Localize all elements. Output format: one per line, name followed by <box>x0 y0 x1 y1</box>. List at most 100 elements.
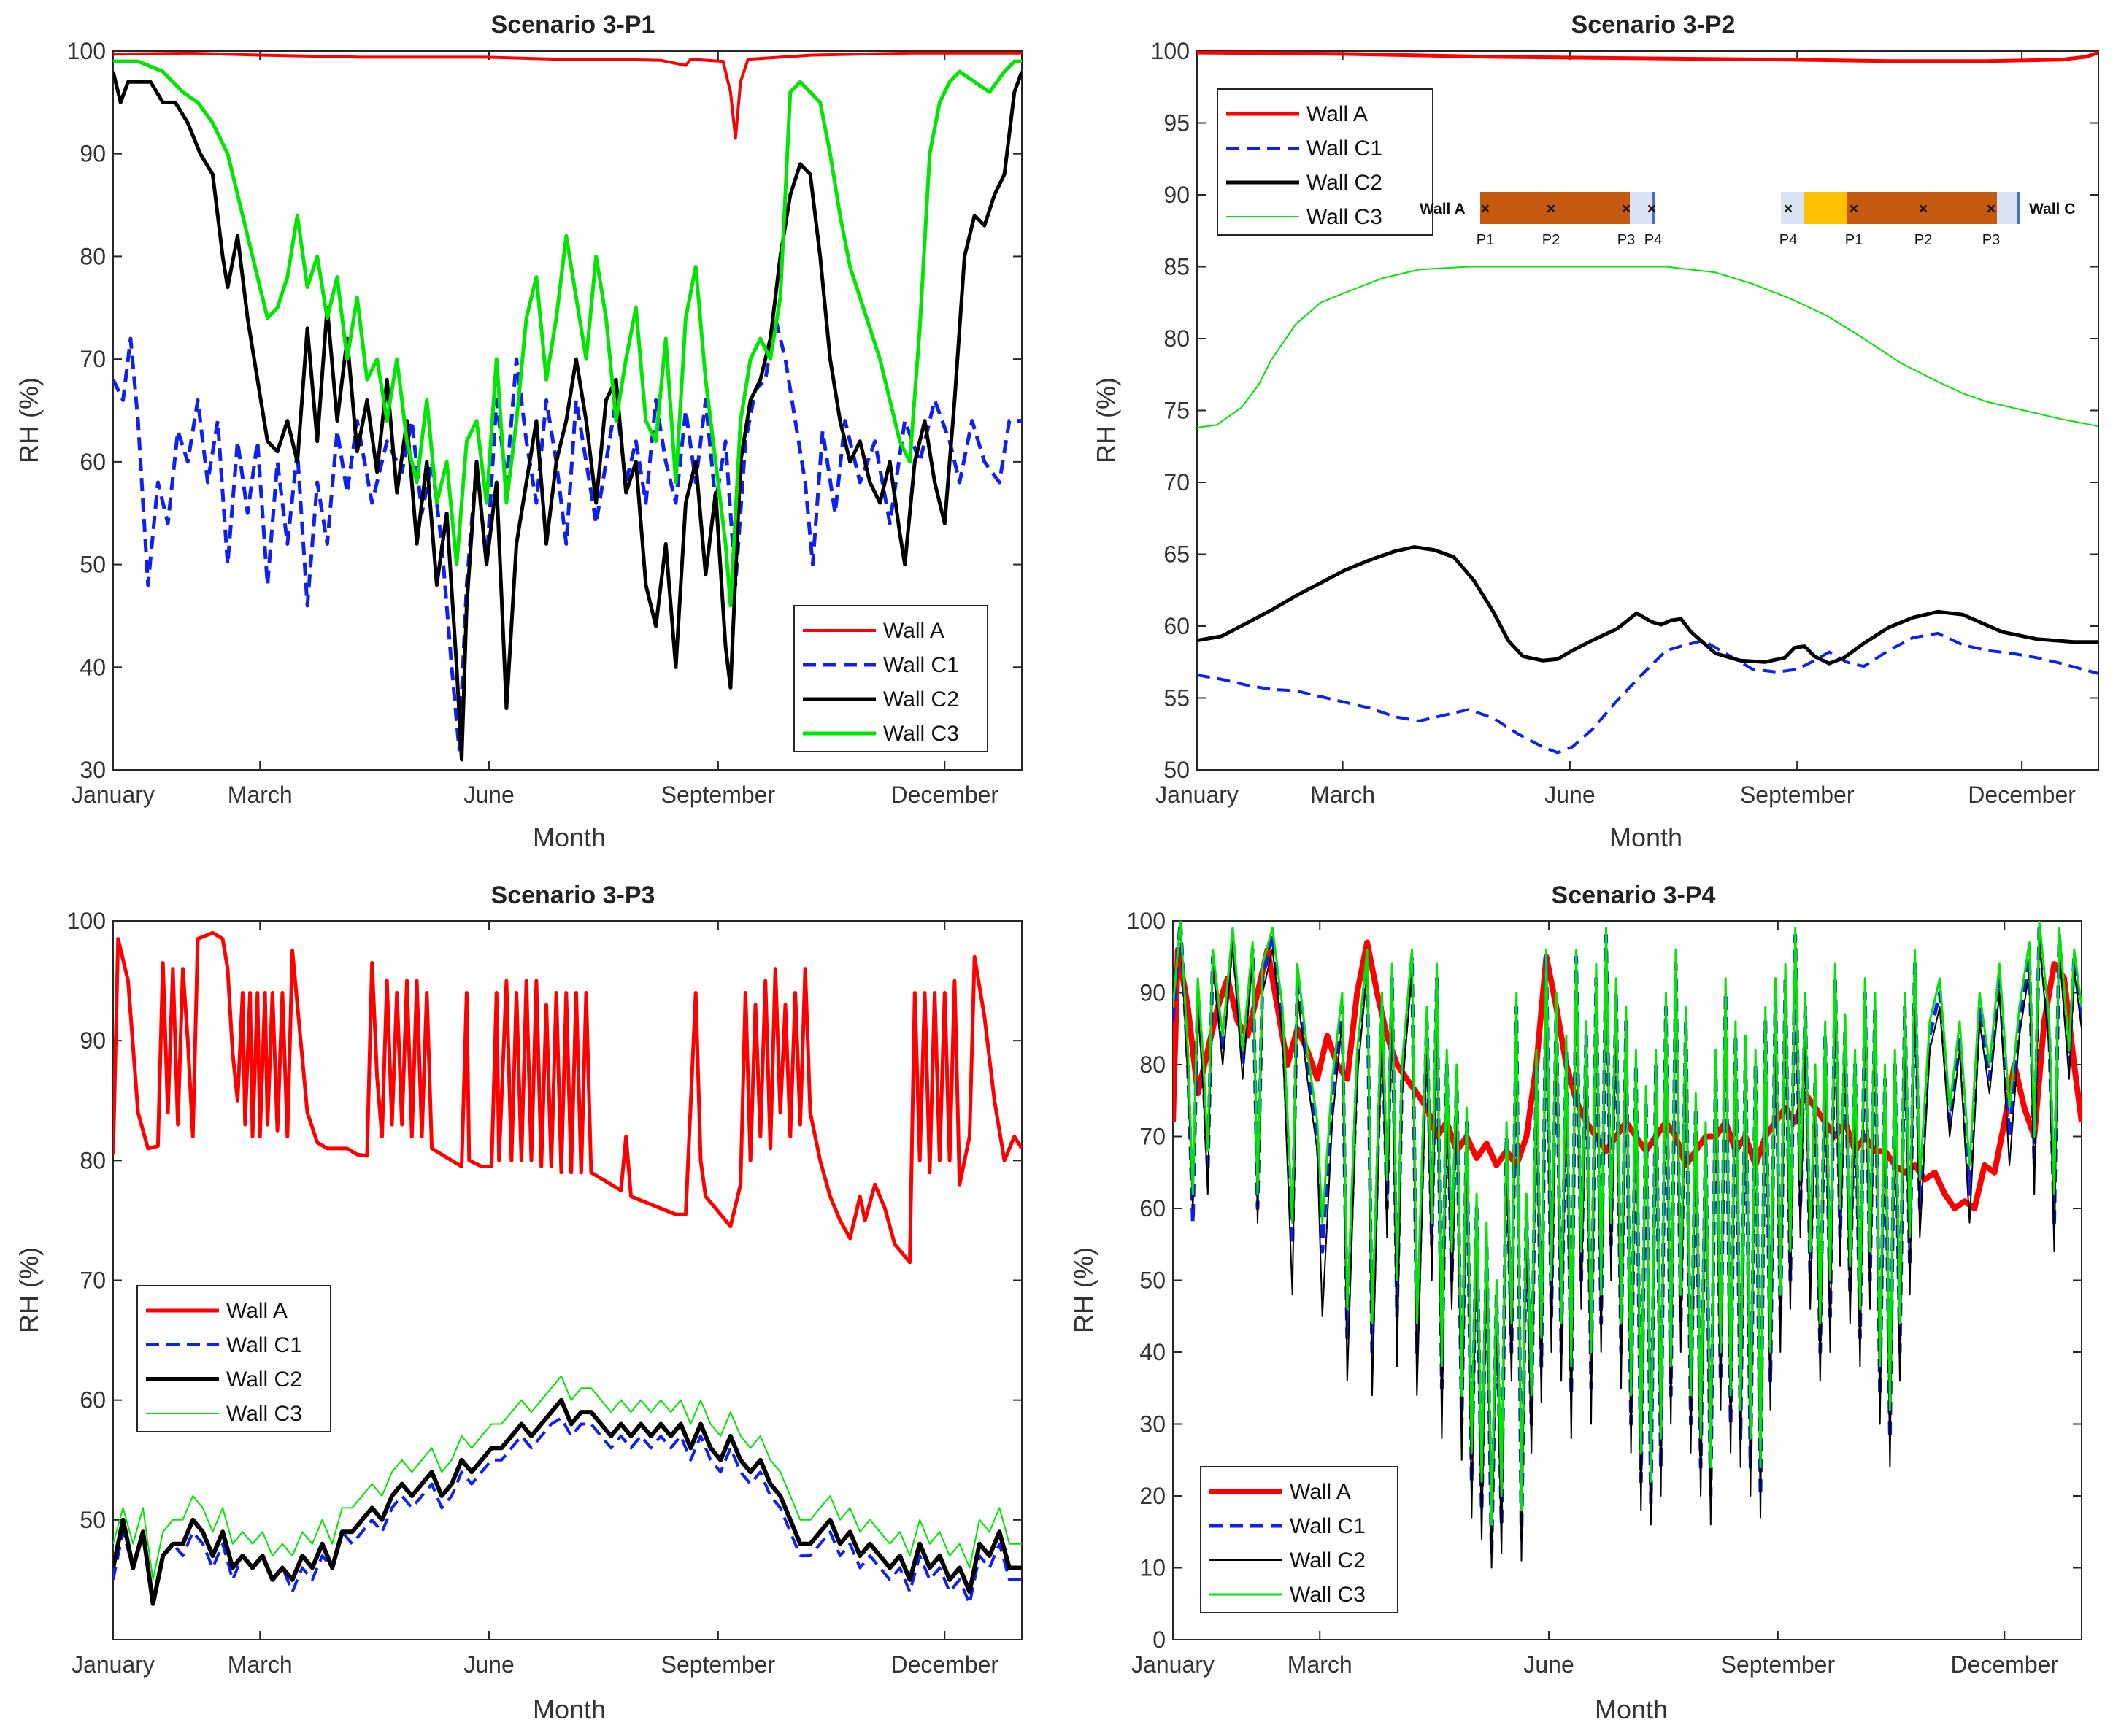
x-tick-label: September <box>1721 1651 1836 1678</box>
legend: Wall A Wall C1 Wall C2 Wall C3 <box>793 605 988 752</box>
chart-panel-p2: Scenario 3-P2 Month RH (%) 50 55 60 65 70 75 8… <box>1091 11 2099 852</box>
x-tick-label: January <box>1155 782 1239 808</box>
y-axis-label: RH (%) <box>1091 377 1121 463</box>
legend-label: Wall C1 <box>1306 136 1382 161</box>
wall-a-brick-layer <box>1480 192 1630 224</box>
legend-label: Wall C3 <box>1306 205 1382 229</box>
measure-point-label: P3 <box>1617 232 1635 248</box>
y-axis-ticks: 50 55 60 65 70 75 80 85 90 95 100 <box>1151 38 2098 783</box>
y-tick-label: 85 <box>1163 254 1190 280</box>
chart-title: Scenario 3-P3 <box>491 881 655 909</box>
x-tick-label: March <box>1310 782 1375 808</box>
y-tick-label: 40 <box>80 654 106 680</box>
y-axis-ticks: 50 60 70 80 90 100 <box>67 908 1022 1533</box>
x-tick-label: December <box>1950 1651 2058 1678</box>
legend-label: Wall C2 <box>226 1367 302 1392</box>
y-tick-label: 10 <box>1139 1555 1166 1581</box>
series-line-wall-c3 <box>1173 921 2082 1526</box>
series-line-wall-c1 <box>113 316 1022 752</box>
series-line-wall-a <box>113 930 1022 1265</box>
y-tick-label: 100 <box>1151 38 1190 64</box>
measure-point-mark: × <box>1919 201 1928 217</box>
x-axis-label: Month <box>1595 1694 1668 1724</box>
legend-label: Wall A <box>883 619 944 643</box>
wall-c-cladding-layer <box>1997 192 2019 224</box>
y-tick-label: 50 <box>1139 1268 1166 1294</box>
y-tick-label: 70 <box>80 346 106 372</box>
series-layer <box>1197 51 2098 755</box>
y-tick-label: 50 <box>1163 757 1190 783</box>
measure-point-mark: × <box>1481 201 1490 217</box>
series-line-wall-c3 <box>113 1375 1022 1581</box>
wall-c-insulation-layer <box>1804 192 1847 224</box>
y-tick-label: 30 <box>80 757 106 783</box>
x-axis-ticks: January March June September December <box>1131 921 2058 1678</box>
series-line-wall-a <box>1197 51 2098 63</box>
legend-label: Wall A <box>1306 102 1368 126</box>
y-axis-ticks: 0 10 20 30 40 50 60 70 80 90 100 <box>1127 908 2082 1653</box>
legend-label: Wall C2 <box>1290 1548 1366 1573</box>
y-tick-label: 75 <box>1163 398 1190 424</box>
measure-point-label: P3 <box>1982 232 2000 248</box>
y-tick-label: 100 <box>67 38 106 64</box>
y-tick-label: 90 <box>1163 182 1190 208</box>
inset-wall-c-label: Wall C <box>2029 201 2075 217</box>
wall-c-brick-layer <box>1847 192 1997 224</box>
inset-wall-a-label: Wall A <box>1420 201 1466 217</box>
series-line-wall-c2 <box>113 71 1022 762</box>
x-tick-label: March <box>228 1651 293 1678</box>
x-axis-label: Month <box>1609 822 1682 852</box>
measure-point-label: P2 <box>1542 232 1560 248</box>
y-tick-label: 60 <box>80 1387 106 1413</box>
wall-c-finish-layer <box>1781 192 1804 224</box>
y-axis-ticks: 30 40 50 60 70 80 90 100 <box>67 38 1022 783</box>
series-layer <box>113 930 1022 1606</box>
x-tick-label: December <box>1968 782 2076 808</box>
wall-a-points: × × × × P1 P2 P3 P4 <box>1477 201 1662 248</box>
legend-label: Wall A <box>226 1299 288 1323</box>
series-layer <box>113 51 1022 762</box>
x-tick-label: March <box>228 782 293 808</box>
series-line-wall-c1 <box>113 1416 1022 1605</box>
x-tick-label: December <box>890 1651 998 1678</box>
y-tick-label: 70 <box>1163 469 1190 495</box>
legend-label: Wall A <box>1290 1480 1351 1504</box>
chart-title: Scenario 3-P1 <box>491 11 655 39</box>
measure-point-mark: × <box>1647 201 1656 217</box>
wall-section-inset: Wall A × × × × P1 P2 P3 P4 Wall C × × <box>1420 192 2075 248</box>
measure-point-label: P4 <box>1644 232 1662 248</box>
y-tick-label: 90 <box>80 1027 106 1054</box>
legend-label: Wall C3 <box>226 1402 302 1426</box>
x-tick-label: January <box>72 782 155 808</box>
legend-label: Wall C1 <box>226 1333 302 1357</box>
chart-panel-p4: Scenario 3-P4 Month RH (%) 0 10 20 30 40 50 60… <box>1069 881 2082 1724</box>
legend-box <box>1217 88 1433 236</box>
series-line-wall-a <box>113 51 1022 140</box>
x-tick-label: June <box>1523 1651 1574 1678</box>
measure-point-label: P1 <box>1477 232 1494 248</box>
y-tick-label: 80 <box>80 243 106 269</box>
legend-label: Wall C1 <box>883 653 959 677</box>
series-line-wall-c2 <box>1197 545 2098 666</box>
y-tick-label: 55 <box>1163 685 1190 711</box>
legend-label: Wall C3 <box>1290 1583 1366 1607</box>
y-tick-label: 50 <box>80 552 106 578</box>
series-line-wall-c1 <box>1197 631 2098 755</box>
wall-a-finish-layer <box>1630 192 1655 224</box>
x-axis-label: Month <box>533 822 606 852</box>
chart-title: Scenario 3-P2 <box>1571 11 1736 39</box>
x-axis-label: Month <box>533 1694 606 1724</box>
measure-point-label: P1 <box>1845 232 1863 248</box>
x-tick-label: June <box>463 782 514 808</box>
y-tick-label: 90 <box>80 141 106 167</box>
series-layer <box>1173 921 2082 1569</box>
measure-point-label: P2 <box>1914 232 1932 248</box>
series-line-wall-c3 <box>1197 266 2098 429</box>
y-tick-label: 80 <box>1163 325 1190 352</box>
x-tick-label: June <box>463 1651 514 1678</box>
x-axis-ticks: January March June September December <box>72 921 998 1678</box>
wall-c-points: × × × × P4 P1 P2 P3 <box>1779 201 2000 248</box>
y-tick-label: 65 <box>1163 541 1190 568</box>
y-axis-label: RH (%) <box>14 377 44 463</box>
measure-point-mark: × <box>1987 201 1995 217</box>
